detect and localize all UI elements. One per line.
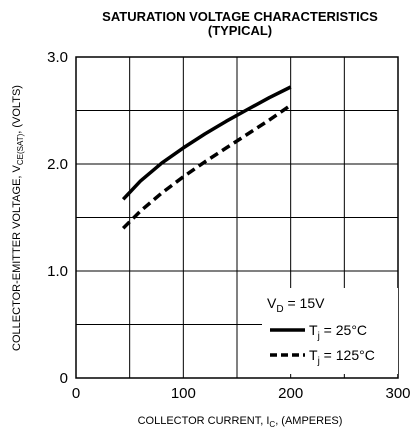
chart-subtitle: (TYPICAL) <box>208 23 272 38</box>
x-tick-label: 300 <box>385 385 410 402</box>
series-line-tj-25c <box>121 85 292 201</box>
series-line-tj-125c <box>121 103 292 230</box>
tick-labels: 0 100 200 300 0 1.0 2.0 3.0 <box>47 49 410 402</box>
legend: VD = 15V Tj = 25°C Tj = 125°C <box>262 288 398 374</box>
y-tick-label: 3.0 <box>47 49 68 66</box>
y-axis-label: COLLECTOR-EMITTER VOLTAGE, VCE(SAT), (VO… <box>11 85 25 351</box>
plot-frame <box>75 56 399 379</box>
x-tick-label: 200 <box>278 385 303 402</box>
series-lines <box>121 85 292 230</box>
legend-entry-125c: Tj = 125°C <box>309 347 375 367</box>
legend-header: VD = 15V <box>267 295 325 315</box>
x-tick-label: 100 <box>171 385 196 402</box>
legend-entry-25c: Tj = 25°C <box>309 322 367 342</box>
y-tick-label: 1.0 <box>47 263 68 280</box>
x-tick-label: 0 <box>72 385 80 402</box>
y-tick-label: 2.0 <box>47 156 68 173</box>
y-tick-label: 0 <box>60 370 68 387</box>
chart-title: SATURATION VOLTAGE CHARACTERISTICS <box>102 9 378 24</box>
x-axis-label: COLLECTOR CURRENT, IC, (AMPERES) <box>138 415 343 429</box>
